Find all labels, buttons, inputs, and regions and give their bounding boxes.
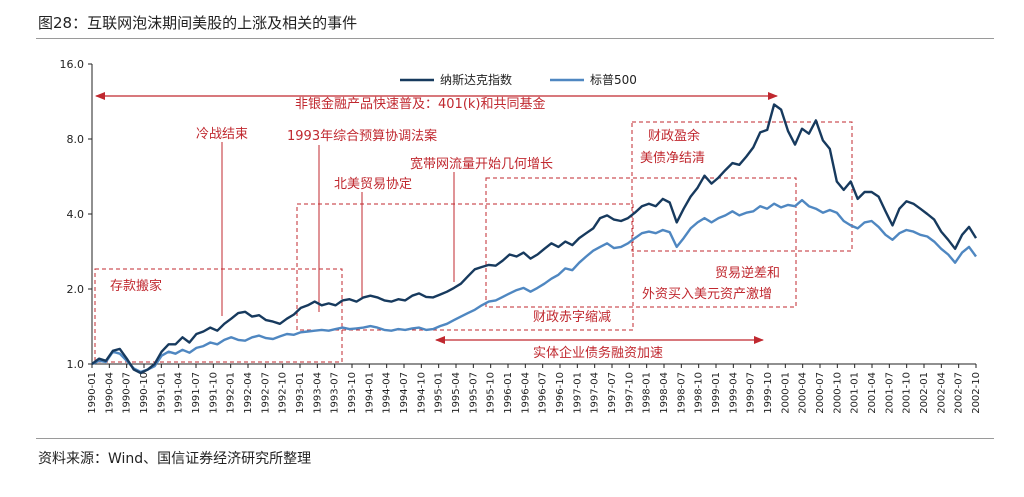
x-tick-label: 1999-04 (728, 372, 739, 414)
x-tick-label: 1993-01 (295, 372, 306, 414)
annotation-corporate-debt: 实体企业债务融资加速 (533, 345, 663, 361)
x-tick-label: 1998-04 (659, 372, 670, 414)
x-tick-label: 1993-10 (347, 372, 358, 414)
x-tick-label: 1994-01 (364, 372, 375, 414)
x-tick-label: 2002-07 (954, 372, 965, 414)
chart-area: 1.02.04.08.016.0 1990-01 1990-04 1990-07 19… (60, 58, 983, 414)
x-tick-label: 1996-10 (555, 372, 566, 414)
x-tick-label: 1990-01 (87, 372, 98, 414)
series-line-sp500 (91, 198, 977, 374)
annotation-box-fiscal-surplus (631, 121, 853, 252)
annotation-trade-deficit: 贸易逆差和 (715, 265, 780, 281)
x-tick-label: 1998-07 (676, 372, 687, 414)
x-tick-label: 2001-04 (867, 372, 878, 414)
y-tick-label: 8.0 (67, 133, 85, 146)
x-tick-label: 1998-01 (642, 372, 653, 414)
legend-label-sp500: 标普500 (590, 73, 637, 87)
annotation-box-fiscal-deficit (296, 203, 634, 331)
source-note: 资料来源：Wind、国信证券经济研究所整理 (38, 451, 312, 467)
x-tick-label: 1999-07 (746, 372, 757, 414)
annotation-box-deposit-shift (94, 268, 343, 363)
x-tick-label: 1990-04 (104, 372, 115, 414)
x-tick-label: 1997-10 (624, 372, 635, 414)
x-tick-label: 1994-04 (382, 372, 393, 414)
legend: 纳斯达克指数 标普500 (400, 72, 637, 87)
x-tick-label: 2002-01 (919, 372, 930, 414)
x-tick-label: 2000-04 (798, 372, 809, 414)
x-tick-label: 2000-10 (832, 372, 843, 414)
x-tick-label: 1996-07 (538, 372, 549, 414)
x-tick-label: 1994-10 (416, 372, 427, 414)
x-tick-label: 1999-01 (711, 372, 722, 414)
x-tick-label: 1997-04 (590, 372, 601, 414)
annotation-budget-act: 1993年综合预算协调法案 (287, 129, 437, 144)
x-tick-label: 1992-04 (243, 372, 254, 414)
x-tick-label: 1998-10 (694, 372, 705, 414)
x-tick-label: 1997-07 (607, 372, 618, 414)
x-tick-label: 1995-07 (468, 372, 479, 414)
x-tick-label: 1995-04 (451, 372, 462, 414)
x-tick-label: 1991-07 (191, 372, 202, 414)
figure-title: 图28：互联网泡沫期间美股的上涨及相关的事件 (38, 14, 358, 32)
y-tick-label: 2.0 (67, 283, 85, 296)
y-tick-label: 1.0 (67, 358, 85, 371)
annotation-deficit-reduction: 财政赤字缩减 (533, 309, 611, 325)
annotation-nafta: 北美贸易协定 (334, 177, 412, 192)
y-tick-label: 16.0 (60, 58, 85, 71)
x-tick-label: 2002-04 (936, 372, 947, 414)
x-tick-label: 1990-10 (139, 372, 150, 414)
x-tick-label: 2001-07 (884, 372, 895, 414)
x-tick-label: 1999-10 (763, 372, 774, 414)
annotation-treasury-paydown: 美债净结清 (640, 151, 705, 166)
x-tick-label: 1996-01 (503, 372, 514, 414)
x-tick-label: 1991-10 (208, 372, 219, 414)
x-tick-label: 1991-04 (174, 372, 185, 414)
x-tick-label: 1991-01 (156, 372, 167, 414)
x-tick-label: 1992-07 (260, 372, 271, 414)
annotation-nonbank-finance: 非银金融产品快速普及：401(k)和共同基金 (295, 96, 546, 112)
x-tick-label: 1993-07 (330, 372, 341, 414)
x-tick-label: 1997-01 (572, 372, 583, 414)
annotation-fiscal-surplus: 财政盈余 (648, 128, 700, 144)
x-tick-labels: 1990-01 1990-04 1990-07 1990-10 1991-01 1991-… (87, 372, 982, 414)
x-tick-label: 1992-10 (278, 372, 289, 414)
top-divider (36, 38, 994, 39)
y-tick-label: 4.0 (67, 208, 85, 221)
x-tick-label: 1995-10 (486, 372, 497, 414)
x-tick-label: 2002-10 (971, 372, 982, 414)
axes-group (88, 63, 977, 368)
x-tick-label: 2001-01 (850, 372, 861, 414)
bottom-divider (36, 438, 994, 439)
x-tick-label: 2001-10 (902, 372, 913, 414)
annotation-broadband: 宽带网流量开始几何增长 (410, 156, 553, 172)
x-tick-label: 1990-07 (122, 372, 133, 414)
x-tick-label: 2000-07 (815, 372, 826, 414)
x-tick-label: 2000-01 (780, 372, 791, 414)
x-tick-label: 1995-01 (434, 372, 445, 414)
x-tick-label: 1993-04 (312, 372, 323, 414)
y-tick-labels: 1.0 2.0 4.0 8.0 16.0 (60, 58, 85, 371)
annotation-box-trade-deficit (485, 177, 797, 308)
annotation-deposit-shift: 存款搬家 (110, 278, 162, 294)
x-tick-label: 1996-04 (520, 372, 531, 414)
legend-label-nasdaq: 纳斯达克指数 (440, 72, 512, 87)
series-line-nasdaq (91, 103, 978, 375)
annotation-cold-war-end: 冷战结束 (196, 127, 248, 142)
x-tick-label: 1992-01 (226, 372, 237, 414)
x-tick-label: 1994-07 (399, 372, 410, 414)
annotation-foreign-inflow: 外资买入美元资产激增 (642, 287, 772, 302)
